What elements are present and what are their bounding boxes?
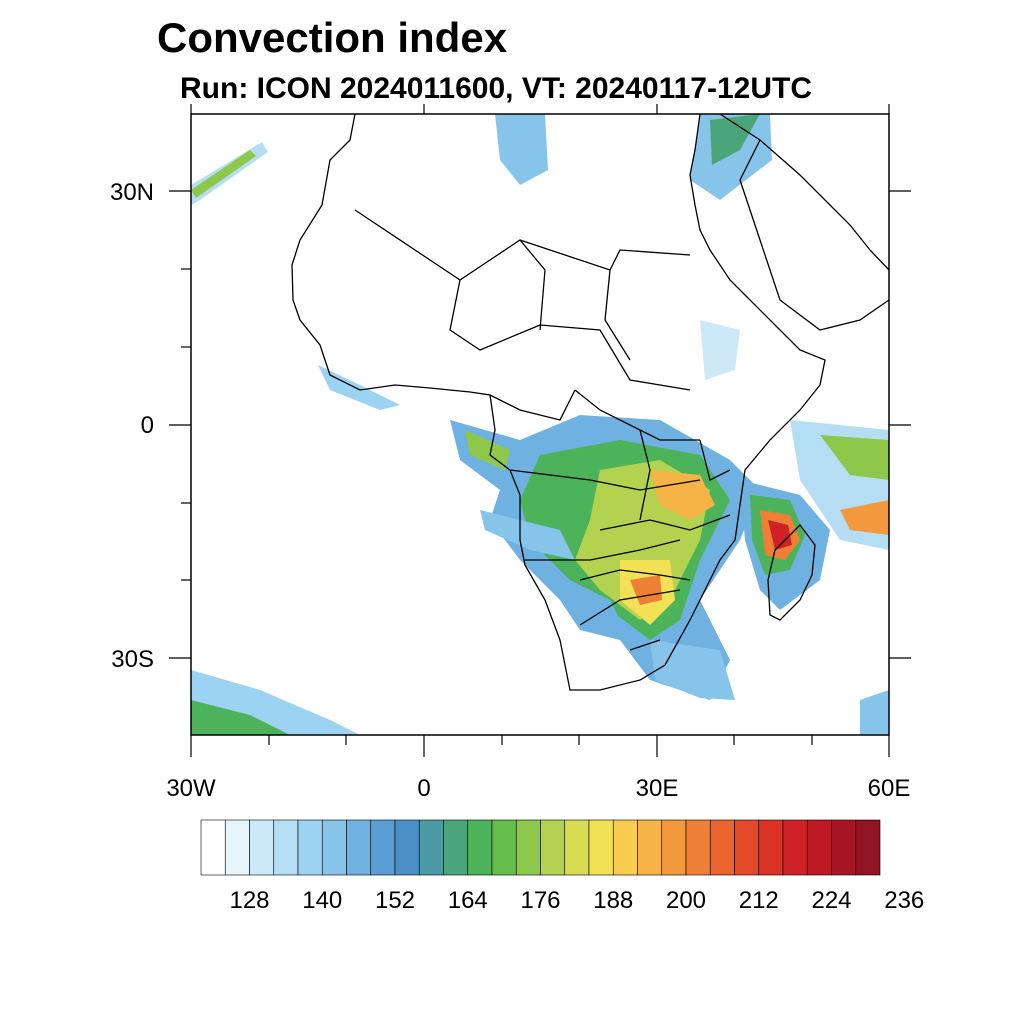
colorbar-swatch	[297, 819, 323, 876]
convection-field	[191, 114, 889, 735]
colorbar-swatch	[346, 819, 372, 876]
convection-area-guinea-coast	[318, 365, 400, 410]
chart-subtitle: Run: ICON 2024011600, VT: 20240117-12UTC	[180, 72, 813, 105]
colorbar-swatch	[467, 819, 493, 876]
colorbar-swatch	[443, 819, 469, 876]
madagascar-coastline	[767, 524, 816, 621]
colorbar-swatch	[685, 819, 711, 876]
colorbar-label: 140	[302, 887, 343, 914]
colorbar-swatch	[321, 819, 347, 876]
x-tick-label: 30W	[166, 775, 216, 802]
colorbar-swatch	[612, 819, 638, 876]
colorbar-swatch	[418, 819, 444, 876]
colorbar-swatch	[637, 819, 663, 876]
colorbar-swatch	[249, 819, 275, 876]
colorbar-swatch	[224, 819, 250, 876]
convection-area-ethiopia	[700, 320, 740, 380]
colorbar-swatch	[782, 819, 808, 876]
colorbar-swatch	[200, 819, 226, 876]
colorbar-swatch	[758, 819, 784, 876]
colorbar-label: 212	[738, 887, 779, 914]
colorbar-label: 224	[811, 887, 852, 914]
colorbar-label: 188	[593, 887, 634, 914]
colorbar-swatch	[540, 819, 566, 876]
colorbar-swatch	[564, 819, 590, 876]
colorbar-swatch	[831, 819, 857, 876]
colorbar-label: 164	[447, 887, 488, 914]
convection-area-levant	[690, 114, 772, 200]
convection-area-nw-atlantic-core	[191, 150, 256, 198]
convection-area-mediterranean	[495, 114, 548, 185]
coastlines	[291, 114, 889, 691]
colorbar-swatch	[491, 819, 517, 876]
colorbar-swatch	[273, 819, 299, 876]
colorbar-swatch	[734, 819, 760, 876]
x-tick-label: 60E	[867, 775, 911, 802]
y-tick-label: 0	[140, 412, 154, 439]
colorbar-swatch	[588, 819, 614, 876]
colorbar	[200, 819, 881, 876]
y-tick-label: 30S	[111, 646, 154, 673]
arabia-coastline	[719, 114, 889, 331]
colorbar-label: 176	[520, 887, 561, 914]
x-tick-label: 30E	[635, 775, 679, 802]
colorbar-swatch	[806, 819, 832, 876]
x-tick-label: 0	[417, 775, 431, 802]
colorbar-swatch	[855, 819, 881, 876]
colorbar-swatch	[515, 819, 541, 876]
colorbar-swatch	[394, 819, 420, 876]
chart-title: Convection index	[157, 14, 508, 61]
colorbar-label: 200	[665, 887, 707, 914]
colorbar-label: 236	[884, 887, 925, 914]
colorbar-swatch	[370, 819, 396, 876]
colorbar-label: 152	[374, 887, 416, 914]
colorbar-label: 128	[229, 887, 270, 914]
africa-coastline	[291, 114, 826, 691]
colorbar-swatch	[661, 819, 687, 876]
colorbar-swatch	[709, 819, 735, 876]
axis-ticks	[169, 104, 911, 757]
national-borders	[354, 209, 731, 651]
y-tick-label: 30N	[109, 179, 154, 206]
plot-frame	[190, 113, 890, 736]
